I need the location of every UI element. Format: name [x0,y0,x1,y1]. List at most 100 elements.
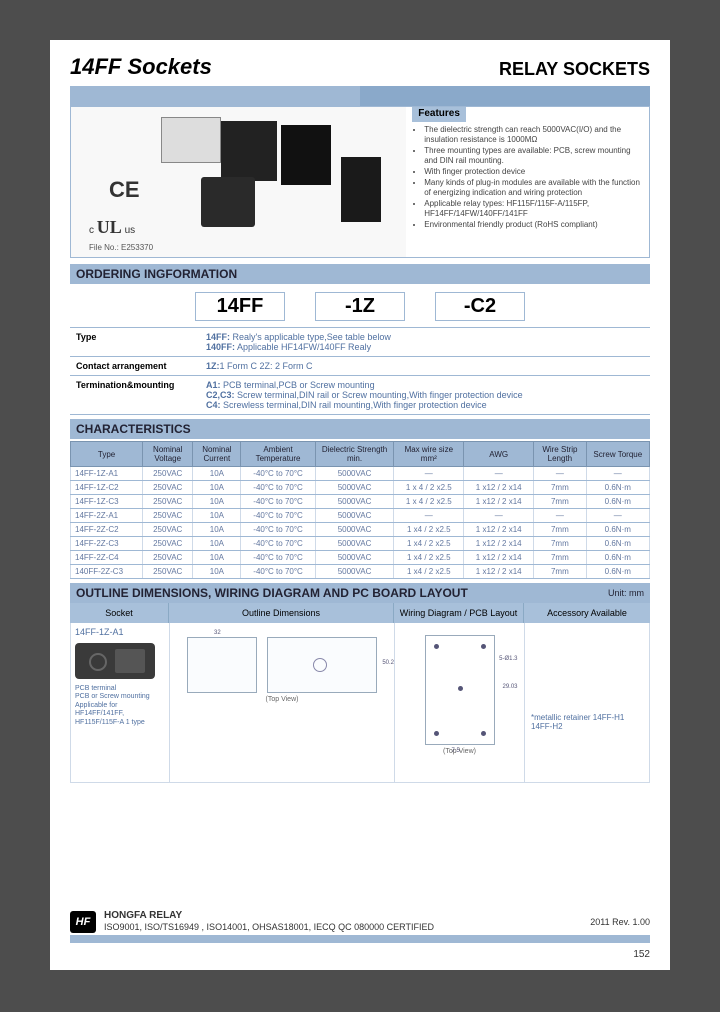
order-box-contact: -1Z [315,292,405,321]
outline-subheader: SocketOutline DimensionsWiring Diagram /… [70,603,650,623]
page-number: 152 [70,949,650,960]
relay-image [161,117,221,163]
socket-photo [75,643,155,679]
order-box-term: -C2 [435,292,525,321]
table-row: 14FF-1Z-A1250VAC10A-40°C to 70°C5000VAC—… [71,467,650,481]
table-cell: 14FF-1Z-C3 [71,495,143,509]
table-cell: 250VAC [143,565,193,579]
table-cell: 7mm [534,565,586,579]
hongfa-logo: HF [70,911,96,933]
table-cell: 250VAC [143,495,193,509]
table-cell: -40°C to 70°C [241,509,315,523]
table-cell: -40°C to 70°C [241,467,315,481]
table-cell: — [534,467,586,481]
feature-item: Many kinds of plug-in modules are availa… [424,178,643,198]
table-cell: 5000VAC [315,551,394,565]
table-cell: 5000VAC [315,523,394,537]
table-cell: 10A [193,467,241,481]
ordering-row-text: 1Z:1 Form C 2Z: 2 Form C [200,357,650,376]
file-number: File No.: E253370 [89,243,153,252]
table-cell: 7mm [534,523,586,537]
title-row: 14FF Sockets RELAY SOCKETS [70,54,650,80]
brand-name: HONGFA RELAY [104,910,582,922]
table-cell: 5000VAC [315,467,394,481]
outline-body: 14FF-1Z-A1 PCB terminalPCB or Screw moun… [70,623,650,783]
revision: 2011 Rev. 1.00 [590,917,650,927]
outline-subheader-cell: Wiring Diagram / PCB Layout [393,603,523,623]
table-cell: 14FF-2Z-C3 [71,537,143,551]
table-header-cell: Nominal Voltage [143,442,193,467]
table-cell: 7mm [534,551,586,565]
table-cell: 250VAC [143,551,193,565]
table-cell: 1 x 4 / 2 x2.5 [394,481,464,495]
top-view-label: (Top View) [174,696,390,703]
ul-mark: c UL us [89,217,135,238]
table-cell: 1 x4 / 2 x2.5 [394,537,464,551]
features-title: Features [412,107,466,122]
page-subtitle: RELAY SOCKETS [499,59,650,79]
pcb-layout: 29.03 5-Ø1.3 7.5 [425,635,495,745]
socket-image [201,177,255,227]
table-header-cell: AWG [464,442,534,467]
product-image-area: CE c UL us File No.: E253370 [71,107,406,257]
ordering-code-boxes: 14FF -1Z -C2 [70,284,650,327]
ordering-row-label: Contact arrangement [70,357,200,376]
outline-subheader-cell: Socket [70,603,168,623]
table-row: 14FF-2Z-A1250VAC10A-40°C to 70°C5000VAC—… [71,509,650,523]
table-cell: 140FF-2Z-C3 [71,565,143,579]
table-cell: 1 x12 / 2 x14 [464,565,534,579]
table-cell: 1 x12 / 2 x14 [464,537,534,551]
table-cell: 14FF-2Z-C2 [71,523,143,537]
table-cell: -40°C to 70°C [241,565,315,579]
table-cell: 0.6N·m [586,565,649,579]
table-cell: 5000VAC [315,509,394,523]
feature-item: With finger protection device [424,167,643,177]
table-header-cell: Wire Strip Length [534,442,586,467]
table-cell: -40°C to 70°C [241,495,315,509]
table-header-cell: Max wire size mm² [394,442,464,467]
table-cell: 1 x4 / 2 x2.5 [394,523,464,537]
table-cell: 10A [193,537,241,551]
table-cell: 250VAC [143,537,193,551]
ce-mark: CE [109,177,140,203]
table-row: 14FF-2Z-C4250VAC10A-40°C to 70°C5000VAC1… [71,551,650,565]
table-cell: — [464,509,534,523]
table-cell: 1 x12 / 2 x14 [464,481,534,495]
table-cell: 5000VAC [315,481,394,495]
certifications: ISO9001, ISO/TS16949 , ISO14001, OHSAS18… [104,922,582,933]
table-cell: 250VAC [143,467,193,481]
table-row: 14FF-1Z-C3250VAC10A-40°C to 70°C5000VAC1… [71,495,650,509]
table-cell: 0.6N·m [586,537,649,551]
socket-image [281,125,331,185]
ordering-row: Termination&mountingA1: PCB terminal,PCB… [70,376,650,415]
table-cell: — [534,509,586,523]
table-cell: -40°C to 70°C [241,481,315,495]
outline-wiring-col: 29.03 5-Ø1.3 7.5 (Top View) [394,623,524,782]
table-row: 14FF-1Z-C2250VAC10A-40°C to 70°C5000VAC1… [71,481,650,495]
ordering-row: Contact arrangement1Z:1 Form C 2Z: 2 For… [70,357,650,376]
table-cell: 1 x12 / 2 x14 [464,523,534,537]
feature-item: The dielectric strength can reach 5000VA… [424,125,643,145]
table-cell: 5000VAC [315,565,394,579]
table-cell: -40°C to 70°C [241,523,315,537]
socket-image [341,157,381,222]
table-cell: — [464,467,534,481]
table-header-cell: Type [71,442,143,467]
characteristics-header: CHARACTERISTICS [70,419,650,439]
table-cell: -40°C to 70°C [241,537,315,551]
table-cell: 1 x12 / 2 x14 [464,495,534,509]
socket-model: 14FF-1Z-A1 [75,627,165,637]
table-cell: 10A [193,481,241,495]
table-row: 14FF-2Z-C2250VAC10A-40°C to 70°C5000VAC1… [71,523,650,537]
page-footer: HF HONGFA RELAY ISO9001, ISO/TS16949 , I… [70,910,650,960]
table-cell: 14FF-2Z-A1 [71,509,143,523]
table-cell: 7mm [534,481,586,495]
table-cell: 0.6N·m [586,551,649,565]
table-cell: — [394,509,464,523]
table-cell: 250VAC [143,523,193,537]
table-cell: 1 x12 / 2 x14 [464,551,534,565]
outline-header: OUTLINE DIMENSIONS, WIRING DIAGRAM AND P… [70,583,650,603]
table-cell: 10A [193,509,241,523]
feature-item: Environmental friendly product (RoHS com… [424,220,643,230]
table-cell: 5000VAC [315,495,394,509]
